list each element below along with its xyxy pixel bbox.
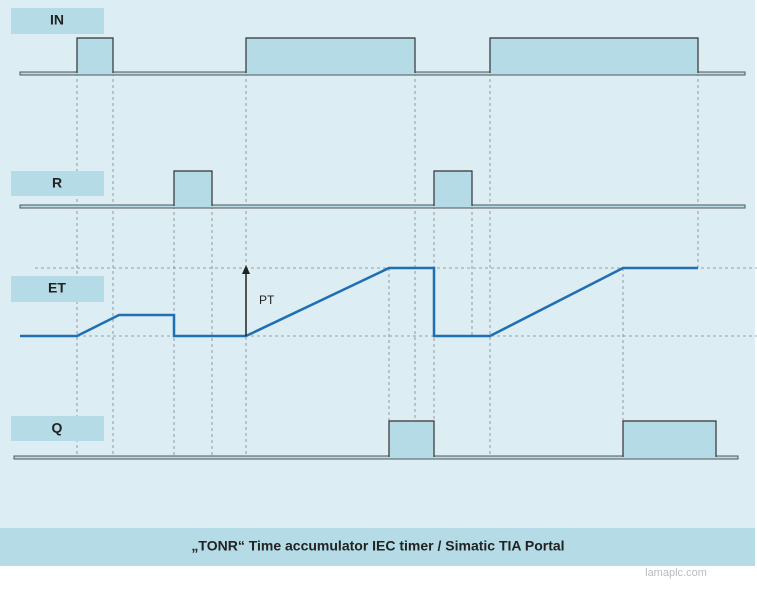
watermark: lamaplc.com (645, 567, 707, 579)
baseline (19, 204, 746, 209)
label-box (11, 276, 104, 302)
pulse (388, 420, 717, 457)
pt-label: PT (259, 293, 275, 307)
signal-label: R (52, 175, 62, 191)
caption: „TONR“ Time accumulator IEC timer / Sima… (191, 538, 564, 554)
pt-arrow-head (242, 265, 250, 274)
signal-label: Q (52, 420, 63, 436)
label-box (11, 416, 104, 441)
signal-label: ET (48, 280, 66, 296)
label-box (11, 8, 104, 34)
label-box (11, 171, 104, 196)
signal-label: IN (50, 12, 64, 28)
pulse (76, 37, 699, 73)
baseline (13, 455, 739, 460)
caption-bar (0, 528, 755, 566)
pulse (173, 170, 473, 206)
background (0, 0, 755, 566)
et-curve (20, 266, 698, 338)
